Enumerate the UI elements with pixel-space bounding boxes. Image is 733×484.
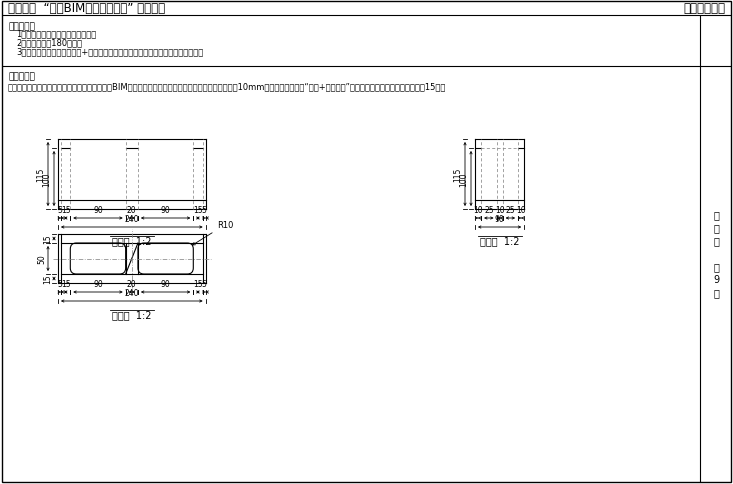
Text: 15: 15 <box>193 206 203 214</box>
Text: 一: 一 <box>713 223 719 232</box>
Text: 10: 10 <box>516 206 526 214</box>
Text: 25: 25 <box>506 206 515 214</box>
Text: 15: 15 <box>43 234 52 244</box>
Text: 90: 90 <box>93 279 103 288</box>
Text: 115: 115 <box>453 167 462 182</box>
Text: 115: 115 <box>36 167 45 182</box>
Text: 页: 页 <box>713 287 719 297</box>
Text: 90: 90 <box>495 214 504 224</box>
Text: 考试要求：: 考试要求： <box>8 22 35 31</box>
Text: 5: 5 <box>202 279 207 288</box>
Text: 1．考试方式：计算机操作，闭卷；: 1．考试方式：计算机操作，闭卷； <box>16 29 96 38</box>
Text: 5: 5 <box>57 279 62 288</box>
Text: 90: 90 <box>93 206 103 214</box>
Text: 主视图  1:2: 主视图 1:2 <box>112 236 152 245</box>
Text: 第十三期  “全国BIM技能等级考试” 一级试题: 第十三期 “全国BIM技能等级考试” 一级试题 <box>8 2 165 15</box>
Text: 9: 9 <box>713 274 719 285</box>
Text: 50: 50 <box>37 254 46 264</box>
Text: 一、根据给定的投影图及尺寸建立镂空混凝土梁BIM模型，投影图中所有镂空空间面的侧圆角半径均为10mm，请将模型文件以“附块+考生姓名”为文件名保存到考生文件夹中: 一、根据给定的投影图及尺寸建立镂空混凝土梁BIM模型，投影图中所有镂空空间面的侧… <box>8 82 446 91</box>
Text: 100: 100 <box>42 172 51 186</box>
Text: 第: 第 <box>713 210 719 220</box>
Text: 试题部分：: 试题部分： <box>8 72 35 81</box>
Text: 3．新建文件夹（以准考证号+姓名命名），用于存放此次考试中生成的全部文件。: 3．新建文件夹（以准考证号+姓名命名），用于存放此次考试中生成的全部文件。 <box>16 47 203 56</box>
Text: 20: 20 <box>127 206 136 214</box>
Text: 20: 20 <box>127 279 136 288</box>
Text: R10: R10 <box>193 221 234 245</box>
Text: 90: 90 <box>161 206 171 214</box>
Text: 5: 5 <box>57 206 62 214</box>
Text: 15: 15 <box>43 274 52 284</box>
Text: 10: 10 <box>474 206 483 214</box>
Text: 15: 15 <box>61 279 70 288</box>
Text: 左视图  1:2: 左视图 1:2 <box>480 236 520 245</box>
Text: 15: 15 <box>193 279 203 288</box>
Text: 240: 240 <box>125 288 139 297</box>
Text: 240: 240 <box>125 214 139 224</box>
Text: 5: 5 <box>202 206 207 214</box>
Text: 俯视图  1:2: 俯视图 1:2 <box>112 309 152 319</box>
Text: 100: 100 <box>459 172 468 186</box>
Text: 10: 10 <box>495 206 504 214</box>
Text: 2．考试时间为180分钟；: 2．考试时间为180分钟； <box>16 38 82 47</box>
Text: 15: 15 <box>61 206 70 214</box>
Text: 中国图学学会: 中国图学学会 <box>683 2 725 15</box>
Text: 25: 25 <box>484 206 493 214</box>
Text: 共: 共 <box>713 261 719 272</box>
Text: 页: 页 <box>713 236 719 245</box>
Text: 90: 90 <box>161 279 171 288</box>
